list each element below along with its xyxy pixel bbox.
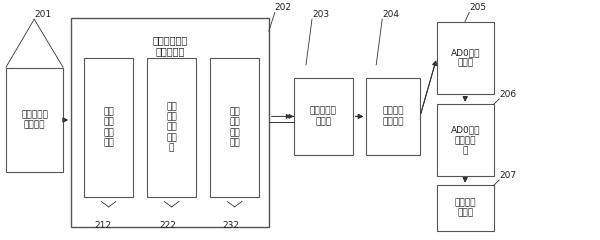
Text: 207: 207 <box>499 171 517 180</box>
Text: 202: 202 <box>275 3 292 12</box>
Text: 压力
信号
预处
理模
块: 压力 信号 预处 理模 块 <box>166 102 177 152</box>
Text: 212: 212 <box>95 221 112 230</box>
Bar <box>294 78 353 155</box>
Text: AD0值符
合判断单
元: AD0值符 合判断单 元 <box>451 126 480 155</box>
Text: 大气相通判
断单元: 大气相通判 断单元 <box>310 107 337 126</box>
Text: 204: 204 <box>382 10 399 19</box>
Text: 压力
信号
采集
模块: 压力 信号 采集 模块 <box>103 107 114 147</box>
Text: AD0值计
算单元: AD0值计 算单元 <box>451 48 480 67</box>
Text: 222: 222 <box>159 221 176 230</box>
Bar <box>71 18 269 227</box>
Bar <box>147 58 196 197</box>
Text: 压力信号采集
及存储单元: 压力信号采集 及存储单元 <box>152 35 187 56</box>
Bar <box>437 185 494 231</box>
Text: 校零范围
判断单元: 校零范围 判断单元 <box>382 107 404 126</box>
Bar <box>437 104 494 176</box>
Bar <box>366 78 420 155</box>
Text: 203: 203 <box>312 10 329 19</box>
Text: 232: 232 <box>222 221 239 230</box>
Text: 压力
信号
存储
模块: 压力 信号 存储 模块 <box>229 107 240 147</box>
Text: 205: 205 <box>469 3 487 12</box>
Bar <box>210 58 259 197</box>
Text: 系统参数初
始化单元: 系统参数初 始化单元 <box>21 110 48 130</box>
Bar <box>437 22 494 94</box>
Text: 206: 206 <box>499 90 517 99</box>
Text: 校零值更
新单元: 校零值更 新单元 <box>455 198 476 218</box>
Text: 201: 201 <box>34 10 52 19</box>
Bar <box>6 68 63 172</box>
Bar <box>84 58 133 197</box>
